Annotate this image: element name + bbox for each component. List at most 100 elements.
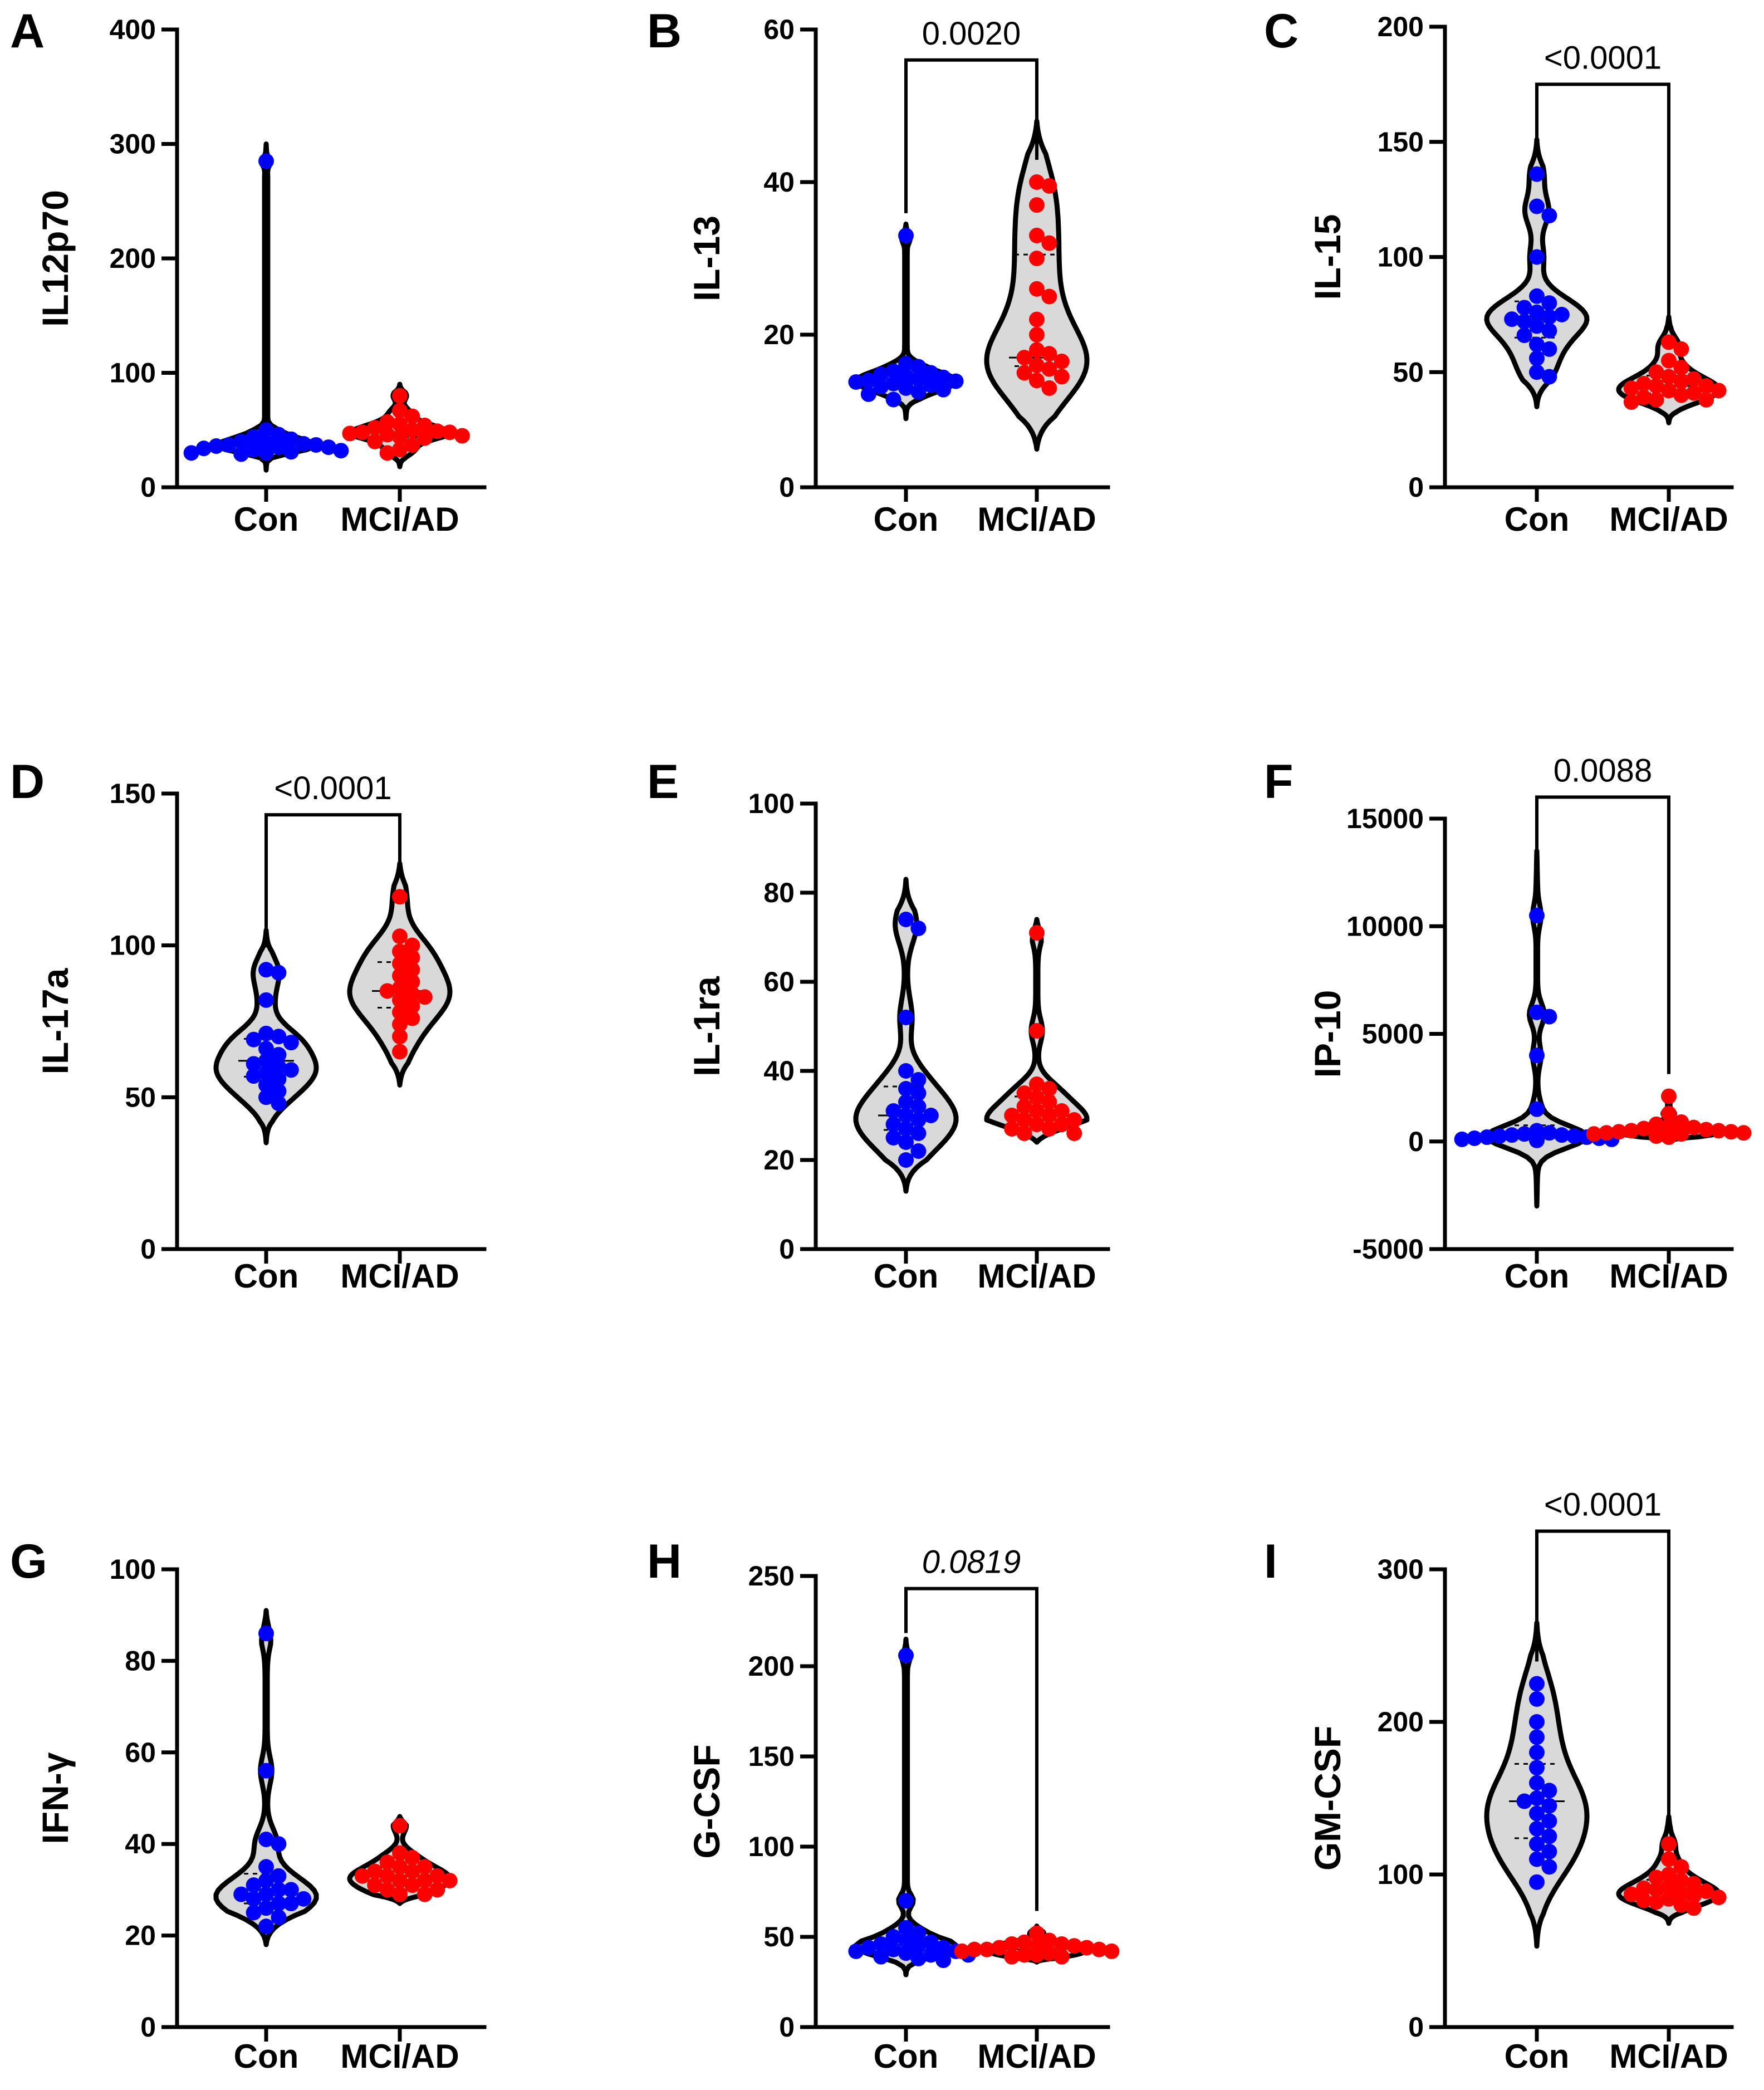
y-tick-label: 60 (763, 14, 795, 45)
panel-f: F IP-10 -5000 0 5000 10000 15000 Con MCI/AD 0.008… (1264, 752, 1752, 1295)
x-category-label: MCI/AD (977, 2038, 1096, 2075)
data-point (885, 1941, 901, 1957)
x-category-label: Con (1505, 501, 1570, 538)
x-category-label: MCI/AD (1609, 501, 1728, 538)
y-tick-label: 0 (140, 472, 156, 503)
data-point (1041, 235, 1057, 251)
panel-letter: H (647, 1535, 682, 1588)
data-point (1648, 391, 1664, 408)
y-tick-label: 40 (763, 167, 795, 198)
data-point (910, 371, 927, 387)
x-category-label: Con (1505, 2038, 1570, 2075)
y-tick-label: 20 (763, 319, 795, 350)
data-point (1529, 1760, 1545, 1776)
x-category-label: Con (234, 2038, 299, 2075)
data-point (1029, 1090, 1045, 1105)
data-point (1673, 1859, 1689, 1875)
data-point (392, 1016, 408, 1032)
data-point (1016, 1112, 1032, 1128)
data-point (1054, 353, 1070, 369)
data-point (271, 1083, 287, 1099)
data-point (258, 1041, 274, 1057)
y-tick-label: 40 (125, 1828, 156, 1859)
data-point (923, 1947, 939, 1963)
series-mci-ad (954, 1923, 1120, 1965)
data-point (1648, 1894, 1664, 1910)
data-point (1541, 1843, 1557, 1859)
data-point (1529, 1132, 1545, 1148)
data-point (258, 1872, 274, 1888)
data-point (873, 1949, 889, 1965)
p-value-label: <0.0001 (274, 770, 391, 806)
y-tick-label: 0 (779, 2011, 795, 2043)
x-category-label: MCI/AD (977, 501, 1096, 538)
data-point (416, 989, 433, 1005)
panel-letter: I (1264, 1535, 1277, 1588)
data-point (873, 379, 889, 395)
panel-letter: E (647, 755, 679, 809)
panel-letter: B (647, 4, 682, 58)
y-tick-label: 0 (1408, 472, 1424, 503)
data-point (991, 1940, 1007, 1956)
data-point (246, 442, 262, 458)
data-point (271, 427, 287, 443)
y-tick-label: 0 (140, 1234, 156, 1265)
data-point (246, 1877, 262, 1893)
data-point (392, 388, 408, 404)
data-point (860, 373, 876, 389)
data-point (1529, 1714, 1545, 1730)
data-point (283, 431, 299, 447)
data-point (1454, 1131, 1470, 1147)
data-point (935, 1940, 952, 1956)
data-point (1529, 907, 1545, 923)
y-tick-label: 10000 (1346, 911, 1424, 942)
data-point (1698, 391, 1714, 408)
data-point (1529, 1851, 1545, 1867)
data-point (1673, 1885, 1689, 1901)
data-point (271, 1046, 287, 1063)
data-point (1586, 1126, 1602, 1142)
y-tick-label: 80 (763, 877, 795, 908)
y-tick-label: 50 (763, 1921, 795, 1952)
data-point (416, 418, 433, 434)
y-tick-label: 150 (748, 1741, 795, 1772)
data-point (1673, 1126, 1689, 1142)
data-point (935, 1952, 952, 1969)
data-point (246, 1056, 262, 1072)
panel-letter: A (10, 4, 45, 58)
data-point (1636, 1120, 1652, 1137)
data-point (233, 433, 249, 449)
data-point (1529, 1836, 1545, 1852)
data-point (898, 1152, 914, 1168)
y-tick-label: 400 (110, 14, 156, 45)
x-category-label: Con (1505, 1257, 1570, 1295)
data-point (404, 422, 420, 438)
y-tick-label: 0 (140, 2011, 156, 2043)
data-point (954, 1943, 970, 1959)
data-point (1066, 1125, 1082, 1141)
data-point (885, 1130, 901, 1146)
data-point (1673, 341, 1689, 357)
data-point (1736, 1125, 1752, 1141)
data-point (1529, 288, 1545, 304)
y-axis-label: IFN-γ (35, 1752, 76, 1844)
data-point (392, 928, 408, 944)
data-point (1698, 378, 1714, 394)
panel-a: A IL12p70 0 100 200 300 400 Con MCI/AD (10, 4, 487, 538)
significance-bracket (904, 58, 1038, 213)
data-point (923, 1108, 939, 1123)
data-point (1004, 1936, 1020, 1952)
data-point (1623, 380, 1639, 397)
data-point (233, 1886, 249, 1902)
data-point (898, 1010, 914, 1025)
data-point (873, 1936, 889, 1952)
data-point (1648, 1882, 1664, 1898)
data-point (1541, 1125, 1557, 1141)
data-point (1541, 208, 1557, 224)
data-point (1529, 1729, 1545, 1745)
data-point (898, 1121, 914, 1137)
data-point (1529, 1874, 1545, 1890)
panel-g: G IFN-γ 0 20 40 60 80 100 Con MCI/AD (10, 1535, 487, 2075)
data-point (367, 433, 383, 449)
data-point (898, 1893, 914, 1909)
